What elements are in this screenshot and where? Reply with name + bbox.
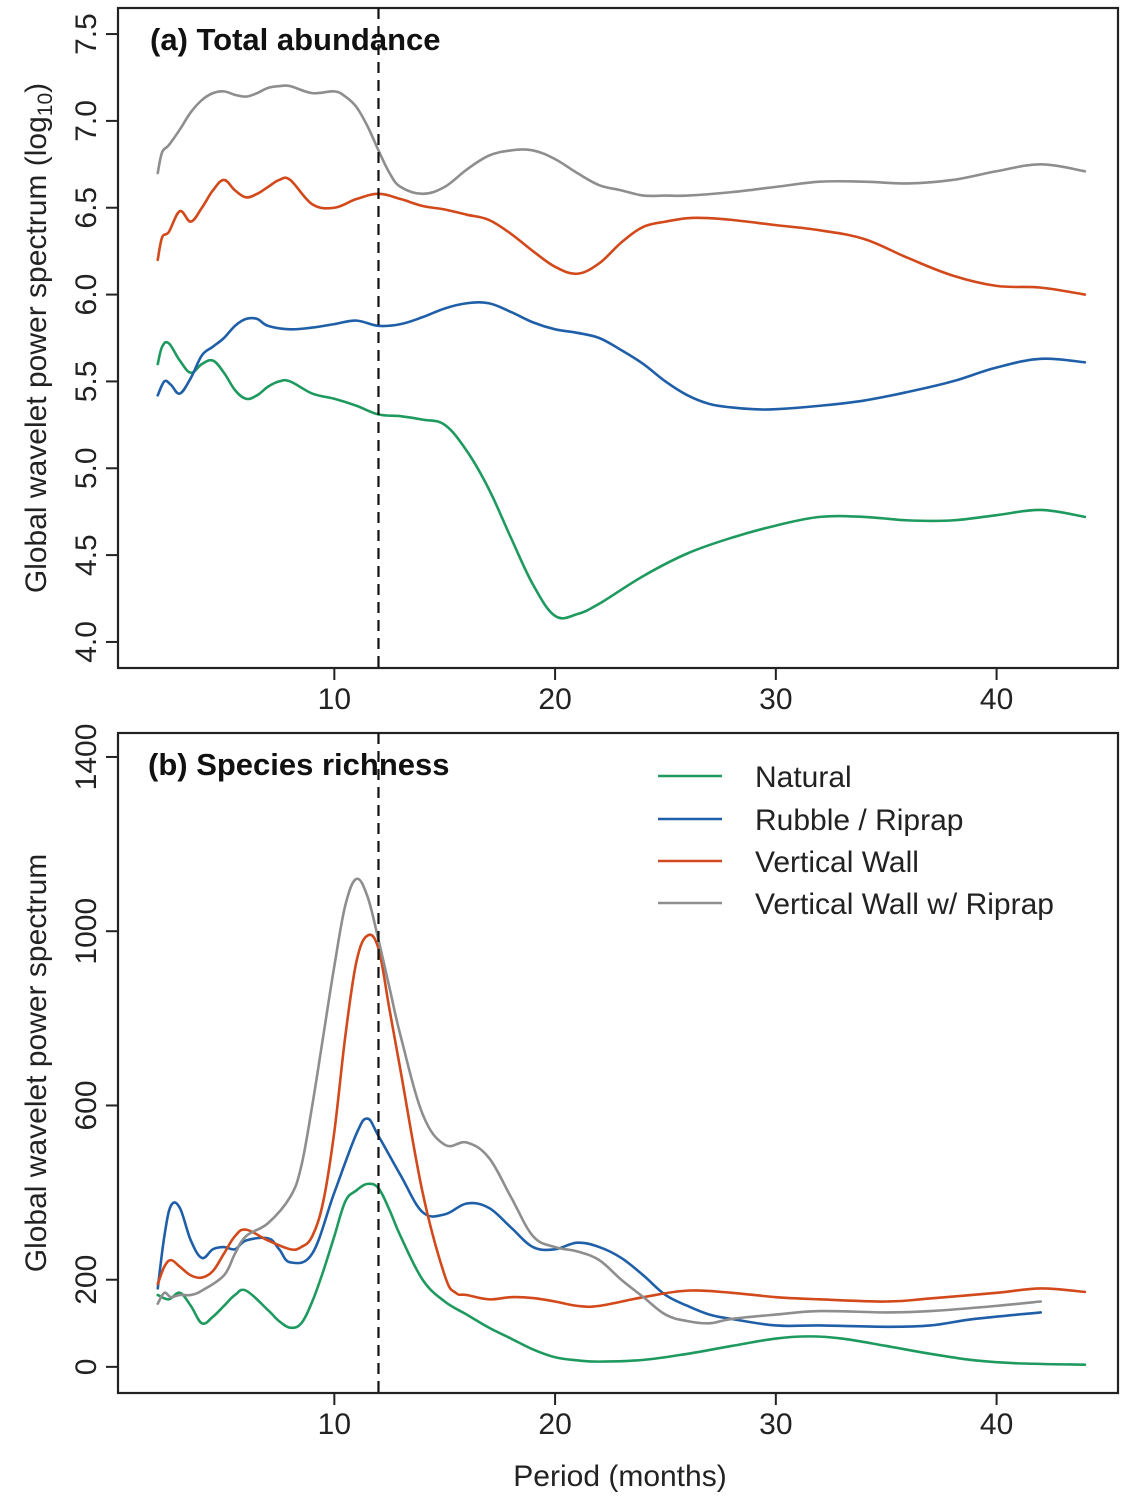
x-axis-title: Period (months) — [513, 1460, 726, 1493]
panel-a-series-vertical-wall — [156, 176, 1087, 296]
legend-label-rubble-riprap: Rubble / Riprap — [755, 804, 963, 837]
panel-b-y-tick-label-2: 600 — [70, 1080, 103, 1130]
panel-b-y-tick-label-1: 200 — [70, 1255, 103, 1305]
panel-b-x-tick-label-20: 20 — [538, 1408, 571, 1441]
panel-b-y-tick-label-4: 1400 — [70, 724, 103, 791]
panel-a-ylabel-main: Global wavelet power spectrum (log — [20, 116, 53, 593]
legend: Natural Rubble / Riprap Vertical Wall Ve… — [658, 761, 1054, 921]
panel-a-ylabel-end: ) — [20, 83, 53, 93]
panel-a-series-vertical-wall-w-riprap — [156, 84, 1087, 198]
panel-a-y-tick-label-2: 5.0 — [70, 447, 103, 489]
panel-b-frame — [116, 731, 1120, 1395]
panel-a-x-tick-label-10: 10 — [318, 683, 351, 716]
panel-b-series-natural — [156, 1182, 1087, 1366]
panel-a-y-tick-label-5: 6.5 — [70, 187, 103, 229]
panel-a-ylabel: Global wavelet power spectrum (log10) — [20, 83, 57, 593]
legend-label-vertical-wall-riprap: Vertical Wall w/ Riprap — [755, 888, 1054, 921]
panel-b-title: (b) Species richness — [148, 747, 450, 782]
panel-b-species-richness: 10 20 30 40 0 200 600 1000 1400 (b) Species rich… — [20, 724, 1120, 1441]
panel-a-total-abundance: 10 20 30 40 4.0 4.5 5.0 5.5 6.0 6.5 7.0 7.5 (a) Tot… — [20, 6, 1120, 716]
panel-b-ylabel: Global wavelet power spectrum — [20, 854, 53, 1273]
panel-b-x-tick-label-40: 40 — [980, 1408, 1013, 1441]
legend-label-vertical-wall: Vertical Wall — [755, 846, 919, 879]
panel-a-y-tick-label-4: 6.0 — [70, 274, 103, 316]
panel-a-axes: 10 20 30 40 4.0 4.5 5.0 5.5 6.0 6.5 7.0 7.5 — [70, 13, 1013, 716]
panel-b-y-tick-label-0: 0 — [70, 1359, 103, 1376]
panel-b-series-rubble-riprap — [156, 1117, 1043, 1329]
panel-b-x-tick-label-10: 10 — [318, 1408, 351, 1441]
panel-b-x-tick-label-30: 30 — [759, 1408, 792, 1441]
panel-a-y-tick-label-3: 5.5 — [70, 361, 103, 403]
panel-b-y-tick-label-3: 1000 — [70, 898, 103, 965]
legend-label-natural: Natural — [755, 761, 852, 794]
panel-a-y-tick-label-7: 7.5 — [70, 13, 103, 55]
panel-a-series — [156, 84, 1087, 620]
panel-a-series-rubble-riprap — [156, 301, 1087, 411]
panel-b-series-vertical-wall-w-riprap — [156, 877, 1043, 1325]
panel-b-series — [156, 877, 1087, 1366]
panel-a-series-natural — [156, 340, 1087, 620]
panel-a-title: (a) Total abundance — [150, 22, 441, 57]
panel-a-frame — [116, 6, 1120, 670]
panel-a-x-tick-label-40: 40 — [980, 683, 1013, 716]
panel-a-x-tick-label-30: 30 — [759, 683, 792, 716]
panel-b-axes: 10 20 30 40 0 200 600 1000 1400 — [70, 724, 1013, 1441]
panel-a-y-tick-label-1: 4.5 — [70, 534, 103, 576]
panel-a-y-tick-label-6: 7.0 — [70, 100, 103, 142]
panel-b-series-vertical-wall — [156, 933, 1087, 1309]
panel-a-ylabel-subscript: 10 — [34, 93, 57, 116]
panel-a-x-tick-label-20: 20 — [538, 683, 571, 716]
panel-a-y-tick-label-0: 4.0 — [70, 621, 103, 663]
